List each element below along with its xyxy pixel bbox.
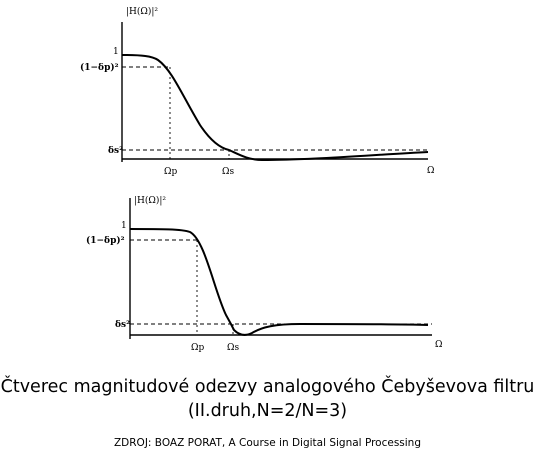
top-plot: |H(Ω)|² 1 (1−δp)² δs² Ωp Ωs Ω: [80, 6, 434, 177]
top-ytick-pass: (1−δp)²: [80, 62, 119, 73]
bottom-ytick-pass: (1−δp)²: [86, 235, 125, 246]
bottom-xtick-pass: Ωp: [191, 343, 204, 353]
source-credit: ZDROJ: BOAZ PORAT, A Course in Digital S…: [113, 437, 422, 449]
bottom-ytick-one: 1: [121, 221, 127, 231]
caption-line-2: (II.druh,N=2/N=3): [187, 401, 348, 421]
top-ytick-one: 1: [113, 47, 119, 57]
bottom-response-curve: [129, 228, 429, 336]
caption-line-1: Čtverec magnitudové odezvy analogového Č…: [0, 377, 535, 397]
top-xtick-pass: Ωp: [164, 167, 177, 177]
top-ytick-stop: δs²: [108, 146, 123, 156]
bottom-ytick-stop: δs²: [115, 320, 130, 330]
bottom-xtick-stop: Ωs: [227, 343, 239, 353]
bottom-ylabel: |H(Ω)|²: [134, 195, 166, 206]
top-ylabel: |H(Ω)|²: [126, 6, 158, 17]
top-xtick-stop: Ωs: [222, 167, 234, 177]
top-response-curve: [121, 54, 429, 162]
bottom-plot: |H(Ω)|² 1 (1−δp)² δs² Ωp Ωs Ω: [86, 195, 442, 353]
bottom-xlabel: Ω: [435, 340, 442, 350]
top-xlabel: Ω: [427, 166, 434, 176]
